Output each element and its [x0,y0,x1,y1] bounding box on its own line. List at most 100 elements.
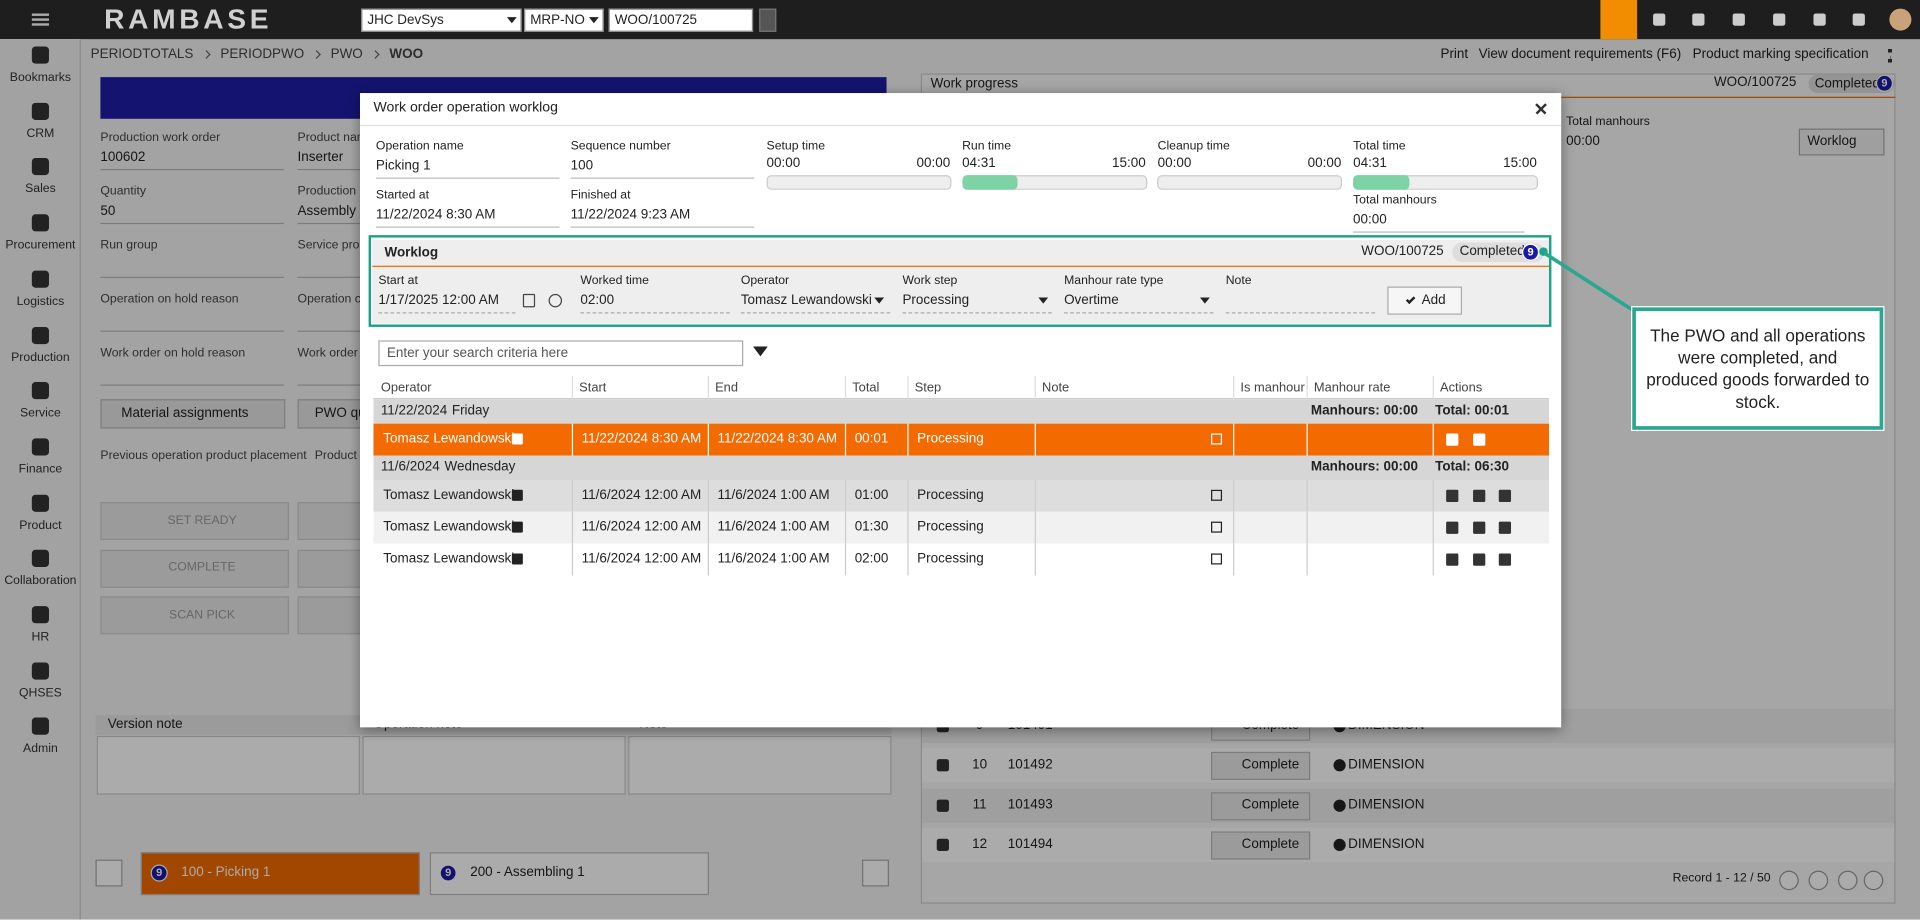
plus-icon [1333,838,1346,851]
time-bar-fill [962,175,1018,190]
sidebar-icon[interactable] [31,214,49,232]
cell-divider [1306,480,1308,512]
row-action-icon[interactable] [1473,433,1486,446]
sidebar-icon[interactable] [31,382,49,400]
column-header: Actions [1440,379,1483,395]
cell-divider [1034,423,1036,456]
row-action-icon[interactable] [1446,433,1459,446]
row-action-icon[interactable] [1446,489,1459,503]
cell-divider [571,543,574,576]
table-row[interactable] [373,511,1549,544]
nav-prev[interactable] [95,859,123,887]
cell-divider [907,511,909,544]
row-type: DIMENSION [1348,757,1425,773]
info-icon [511,553,523,565]
sidebar-icon[interactable] [31,158,49,176]
complete-button[interactable] [1211,831,1311,860]
back-button[interactable] [759,8,777,32]
row-action-icon[interactable] [1473,521,1486,534]
calendar-icon[interactable] [522,293,536,308]
row-action-icon[interactable] [1498,521,1512,534]
toolbar-icon[interactable] [1653,13,1666,26]
sidebar-icon[interactable] [31,438,49,456]
table-row[interactable] [373,480,1549,512]
table-row[interactable] [373,543,1549,576]
operation-label: 100 - Picking 1 [181,864,271,880]
operation-tab[interactable] [429,852,709,896]
sidebar-icon[interactable] [31,270,49,288]
row-action-icon[interactable] [1498,489,1512,503]
field-underline [375,226,560,228]
button-text: Material assignments [121,405,249,421]
row-action-icon[interactable] [1498,553,1512,566]
field-label: Production [297,184,357,199]
sidebar-icon[interactable] [31,550,49,568]
add-text: Add [1421,292,1446,308]
sidebar-icon[interactable] [31,494,49,512]
pager-button[interactable] [1808,870,1829,891]
top-select[interactable] [361,8,522,32]
sidebar-label: Finance [18,462,63,477]
pager-button[interactable] [1779,870,1799,891]
cell: Tomasz Lewandowski [383,487,515,503]
operation-tab[interactable] [140,852,421,896]
complete-button[interactable] [1211,752,1311,781]
pager-button[interactable] [1837,870,1858,891]
toolbar-icon[interactable] [1852,13,1865,26]
sidebar-icon[interactable] [31,718,49,736]
tool-icon [936,838,949,851]
alert-button[interactable] [1600,0,1638,40]
top-select[interactable] [524,8,604,32]
cell: 01:30 [854,519,889,535]
toolbar-icon[interactable] [1692,13,1705,26]
cell-divider [1306,423,1308,456]
button[interactable] [100,399,286,429]
add-button[interactable] [1387,286,1463,315]
sidebar-icon[interactable] [31,326,49,344]
complete-button[interactable] [1211,791,1311,820]
row-action-icon[interactable] [1446,521,1459,534]
pager-button[interactable] [1863,870,1884,891]
top-select[interactable] [608,8,754,32]
row-action-icon[interactable] [1473,553,1486,566]
action-button[interactable] [100,502,289,541]
time-planned: 15:00 [1112,156,1146,171]
field-label: Run time [962,139,1012,154]
column-header: Start [579,379,607,395]
toolbar-icon[interactable] [1732,13,1745,26]
search-input[interactable] [378,340,744,367]
group-date: 11/6/2024 [380,459,440,475]
cell-divider [1233,480,1235,512]
row-bg [922,748,1895,783]
toolbar-icon[interactable] [1813,13,1826,26]
note-box [362,735,626,795]
row-action-icon[interactable] [1446,553,1459,566]
cell-divider [707,423,709,456]
form-value: 1/17/2025 12:00 AM [378,293,499,308]
nav-next[interactable] [862,859,889,887]
cell-divider [1233,423,1235,456]
sidebar-icon[interactable] [31,102,49,120]
form-label: Note [1225,274,1252,288]
cell-divider [1306,543,1308,576]
worklog-button[interactable] [1798,128,1885,156]
time-planned: 00:00 [1307,156,1342,171]
badge [1522,243,1540,261]
row-action-icon[interactable] [1473,489,1486,503]
avatar[interactable] [1889,8,1912,31]
filter-icon[interactable] [753,346,768,357]
action-button[interactable] [100,596,289,635]
sidebar-icon[interactable] [31,46,49,64]
sidebar-icon[interactable] [31,662,49,680]
action-button[interactable] [100,549,289,588]
field-underline [100,276,285,278]
form-label: Worked time [580,274,649,288]
note-box [96,735,361,795]
toolbar-icon[interactable] [1773,13,1786,26]
badge [1875,74,1894,92]
clock-icon[interactable] [548,293,563,308]
sidebar-icon[interactable] [31,606,49,624]
form-label: Operator [740,274,790,288]
table-row[interactable] [373,423,1549,456]
